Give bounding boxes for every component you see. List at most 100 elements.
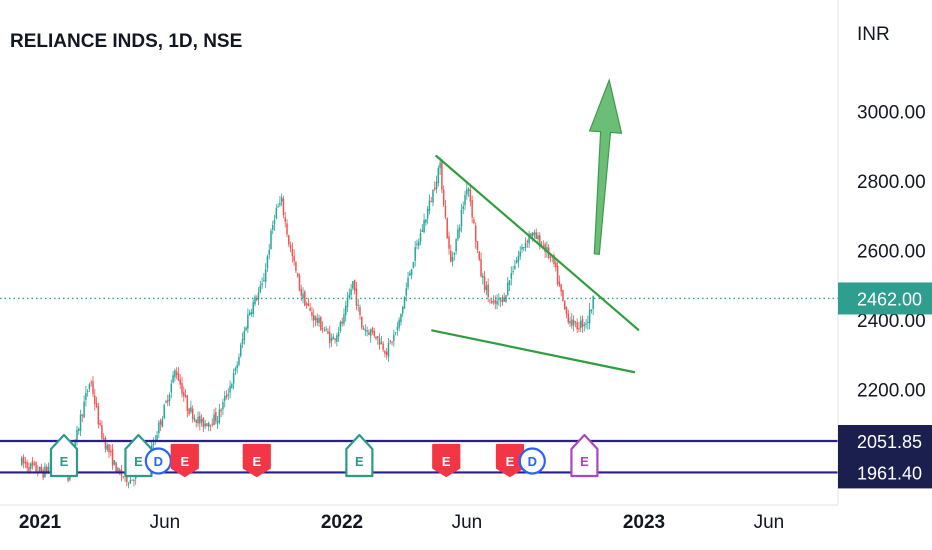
candle xyxy=(177,367,180,381)
candle xyxy=(348,288,351,300)
candle xyxy=(382,341,384,352)
candle xyxy=(323,326,326,332)
candle xyxy=(446,216,448,239)
candle xyxy=(275,204,278,220)
event-marker-e[interactable]: E xyxy=(124,433,153,478)
candle xyxy=(373,327,375,338)
candle xyxy=(437,165,440,187)
candle xyxy=(280,193,283,206)
candle xyxy=(471,195,473,223)
candle xyxy=(291,242,294,263)
candle xyxy=(232,368,235,390)
y-tick-label: 2200.00 xyxy=(857,381,926,402)
event-marker-e[interactable]: E xyxy=(570,433,599,478)
svg-text:2051.85: 2051.85 xyxy=(857,432,922,452)
candle xyxy=(181,376,183,398)
candle xyxy=(332,333,335,340)
candle xyxy=(209,424,212,432)
candle xyxy=(546,241,548,258)
candle xyxy=(168,392,171,406)
candle xyxy=(170,379,173,398)
event-marker-e[interactable]: E xyxy=(242,443,271,478)
x-tick-label: 2023 xyxy=(623,512,665,533)
candle xyxy=(42,467,44,481)
candle xyxy=(277,203,279,208)
candle xyxy=(391,340,393,346)
candle xyxy=(204,419,206,430)
candle xyxy=(563,300,566,310)
event-marker-e[interactable]: E xyxy=(170,443,199,478)
candle xyxy=(179,374,181,390)
event-marker-d[interactable]: D xyxy=(144,447,172,475)
candle xyxy=(254,294,256,307)
candle xyxy=(364,324,367,337)
candle xyxy=(498,293,500,306)
candle xyxy=(207,421,210,432)
event-marker-d[interactable]: D xyxy=(518,447,546,475)
candle xyxy=(302,287,304,304)
event-marker-e[interactable]: E xyxy=(345,433,374,478)
event-marker-e[interactable]: E xyxy=(495,443,525,478)
candle xyxy=(462,201,464,215)
candle xyxy=(533,229,536,239)
candle xyxy=(293,249,295,266)
candle xyxy=(384,350,386,358)
arrow-shape[interactable] xyxy=(588,78,623,255)
candle xyxy=(458,224,461,238)
candle xyxy=(195,419,197,428)
currency-label: INR xyxy=(857,24,890,45)
candle xyxy=(562,289,564,302)
current-price-badge: 2462.00 xyxy=(838,282,932,315)
candle xyxy=(247,308,249,333)
candle xyxy=(325,326,327,332)
candle xyxy=(295,261,297,273)
candle xyxy=(81,413,84,423)
candle xyxy=(309,302,311,312)
candle xyxy=(24,456,27,469)
candle xyxy=(167,394,169,407)
candle xyxy=(555,258,557,272)
candle xyxy=(111,444,114,470)
chart-title: RELIANCE INDS, 1D, NSE xyxy=(10,31,242,52)
x-tick-label: 2022 xyxy=(321,512,363,533)
candle xyxy=(21,455,23,467)
candle xyxy=(466,183,468,200)
candle xyxy=(261,277,263,290)
candle xyxy=(592,295,594,315)
event-letter: E xyxy=(355,454,364,469)
candle xyxy=(512,266,514,275)
candle xyxy=(90,379,92,387)
candle xyxy=(339,320,342,333)
candle xyxy=(398,317,400,332)
event-letter: E xyxy=(506,454,515,469)
candle xyxy=(175,367,178,380)
x-axis-ticks: 2021 Jun 2022 Jun 2023 Jun xyxy=(19,512,784,533)
candle xyxy=(553,253,555,267)
candle xyxy=(453,252,456,261)
candle xyxy=(288,234,290,248)
event-marker-e[interactable]: E xyxy=(49,433,79,478)
candle xyxy=(334,338,336,344)
candle xyxy=(480,252,482,278)
trendline-lower[interactable] xyxy=(431,329,636,374)
event-marker-e[interactable]: E xyxy=(432,443,461,478)
candle xyxy=(414,241,416,267)
candle xyxy=(239,342,242,358)
candle xyxy=(385,347,388,360)
candle xyxy=(508,279,511,292)
candle xyxy=(400,313,402,326)
trendline-upper[interactable] xyxy=(435,154,640,331)
candle xyxy=(97,402,100,429)
candle xyxy=(270,228,272,250)
candle xyxy=(122,475,125,479)
level-badge-lower: 1961.40 xyxy=(838,456,932,489)
candle xyxy=(423,213,425,234)
candle xyxy=(318,314,320,327)
candle xyxy=(163,403,165,420)
candle xyxy=(362,325,365,330)
candle xyxy=(540,241,543,246)
candle xyxy=(569,317,571,327)
candle xyxy=(473,216,475,225)
